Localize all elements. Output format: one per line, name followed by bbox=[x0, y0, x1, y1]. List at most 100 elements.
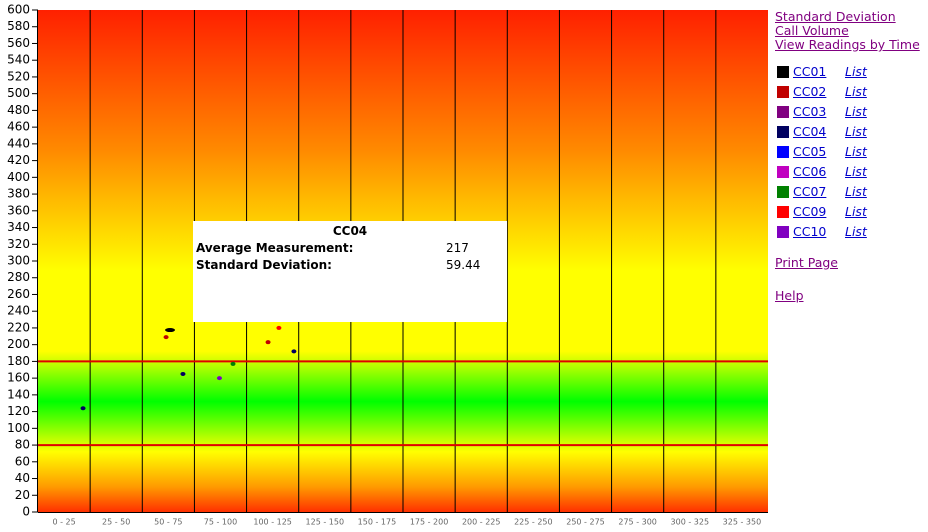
list-link[interactable]: List bbox=[845, 164, 867, 179]
x-tick-label: 200 - 225 bbox=[462, 518, 501, 527]
y-tick-label: 120 bbox=[7, 404, 30, 418]
y-tick-label: 500 bbox=[7, 86, 30, 100]
legend-swatch bbox=[777, 126, 789, 138]
y-tick-label: 380 bbox=[7, 187, 30, 201]
y-tick-label: 180 bbox=[7, 354, 30, 368]
list-link[interactable]: List bbox=[845, 64, 867, 79]
legend-item: CC02 List bbox=[775, 82, 928, 102]
tooltip-label: Average Measurement: bbox=[196, 241, 354, 255]
y-tick-label: 440 bbox=[7, 136, 30, 150]
x-tick-label: 0 - 25 bbox=[52, 518, 75, 527]
y-tick-label: 420 bbox=[7, 153, 30, 167]
legend-swatch bbox=[777, 166, 789, 178]
legend-name[interactable]: CC07 bbox=[793, 184, 827, 199]
x-tick-label: 125 - 150 bbox=[306, 518, 345, 527]
x-tick-label: 100 - 125 bbox=[253, 518, 292, 527]
legend-item: CC09 List bbox=[775, 202, 928, 222]
legend-name[interactable]: CC06 bbox=[793, 164, 827, 179]
list-link[interactable]: List bbox=[845, 104, 867, 119]
legend-swatch bbox=[777, 226, 789, 238]
tooltip-value: 217 bbox=[446, 241, 469, 255]
point bbox=[165, 328, 176, 333]
legend-swatch bbox=[777, 186, 789, 198]
legend-item: CC04 List bbox=[775, 122, 928, 142]
x-tick-label: 225 - 250 bbox=[514, 518, 553, 527]
x-tick-label: 50 - 75 bbox=[154, 518, 182, 527]
x-tick-label: 275 - 300 bbox=[618, 518, 657, 527]
legend-name[interactable]: CC09 bbox=[793, 204, 827, 219]
legend: CC01 List CC02 List CC03 List CC04 List CC05 List… bbox=[775, 62, 928, 242]
y-tick-label: 540 bbox=[7, 53, 30, 67]
y-tick-label: 360 bbox=[7, 203, 30, 217]
legend-item: CC10 List bbox=[775, 222, 928, 242]
tooltip-title: CC04 bbox=[332, 224, 368, 238]
y-tick-label: 340 bbox=[7, 220, 30, 234]
nav-link[interactable]: Standard Deviation bbox=[775, 9, 896, 24]
y-tick-label: 320 bbox=[7, 237, 30, 251]
legend-name[interactable]: CC01 bbox=[793, 64, 827, 79]
list-link[interactable]: List bbox=[845, 84, 867, 99]
legend-name[interactable]: CC10 bbox=[793, 224, 827, 239]
legend-name[interactable]: CC04 bbox=[793, 124, 827, 139]
footer-link[interactable]: Help bbox=[775, 288, 804, 303]
x-tick-label: 175 - 200 bbox=[410, 518, 449, 527]
legend-item: CC01 List bbox=[775, 62, 928, 82]
y-tick-label: 20 bbox=[15, 488, 30, 502]
legend-item: CC07 List bbox=[775, 182, 928, 202]
y-tick-label: 300 bbox=[7, 254, 30, 268]
list-link[interactable]: List bbox=[845, 144, 867, 159]
legend-swatch bbox=[777, 206, 789, 218]
y-tick-label: 220 bbox=[7, 320, 30, 334]
tooltip: CC04 Average Measurement: 217 Standard De… bbox=[193, 221, 507, 322]
legend-swatch bbox=[777, 146, 789, 158]
legend-swatch bbox=[777, 66, 789, 78]
x-tick-label: 25 - 50 bbox=[102, 518, 130, 527]
legend-item: CC05 List bbox=[775, 142, 928, 162]
x-tick-label: 325 - 350 bbox=[723, 518, 762, 527]
nav: Standard Deviation Call Volume View Readin… bbox=[775, 10, 928, 52]
legend-name[interactable]: CC02 bbox=[793, 84, 827, 99]
y-tick-label: 400 bbox=[7, 170, 30, 184]
point bbox=[216, 376, 222, 381]
y-tick-label: 0 bbox=[22, 505, 30, 519]
point bbox=[265, 340, 271, 345]
footer-link[interactable]: Print Page bbox=[775, 255, 838, 270]
x-tick-label: 75 - 100 bbox=[204, 518, 237, 527]
y-tick-label: 560 bbox=[7, 36, 30, 50]
point bbox=[291, 349, 297, 354]
y-tick-label: 240 bbox=[7, 304, 30, 318]
sidebar: Standard Deviation Call Volume View Readin… bbox=[775, 10, 928, 322]
list-link[interactable]: List bbox=[845, 224, 867, 239]
y-tick-label: 260 bbox=[7, 287, 30, 301]
point bbox=[80, 406, 86, 411]
nav-link[interactable]: Call Volume bbox=[775, 23, 849, 38]
y-tick-label: 140 bbox=[7, 387, 30, 401]
y-tick-label: 200 bbox=[7, 337, 30, 351]
legend-name[interactable]: CC05 bbox=[793, 144, 827, 159]
y-tick-label: 600 bbox=[7, 3, 30, 17]
y-tick-label: 100 bbox=[7, 421, 30, 435]
legend-item: CC03 List bbox=[775, 102, 928, 122]
tooltip-value: 59.44 bbox=[446, 258, 481, 272]
y-tick-label: 80 bbox=[15, 438, 30, 452]
y-tick-label: 460 bbox=[7, 120, 30, 134]
legend-item: CC06 List bbox=[775, 162, 928, 182]
nav-link[interactable]: View Readings by Time bbox=[775, 37, 920, 52]
list-link[interactable]: List bbox=[845, 184, 867, 199]
footer-links: Print Page Help bbox=[775, 256, 928, 303]
x-tick-label: 300 - 325 bbox=[671, 518, 710, 527]
tooltip-row: Average Measurement: 217 bbox=[196, 241, 507, 255]
list-link[interactable]: List bbox=[845, 124, 867, 139]
y-tick-label: 60 bbox=[15, 454, 30, 468]
legend-swatch bbox=[777, 86, 789, 98]
y-tick-label: 580 bbox=[7, 19, 30, 33]
list-link[interactable]: List bbox=[845, 204, 867, 219]
tooltip-label: Standard Deviation: bbox=[196, 258, 332, 272]
legend-name[interactable]: CC03 bbox=[793, 104, 827, 119]
point bbox=[163, 335, 169, 340]
x-tick-label: 150 - 175 bbox=[358, 518, 397, 527]
tooltip-row: Standard Deviation: 59.44 bbox=[196, 258, 507, 272]
point bbox=[230, 361, 236, 366]
legend-swatch bbox=[777, 106, 789, 118]
